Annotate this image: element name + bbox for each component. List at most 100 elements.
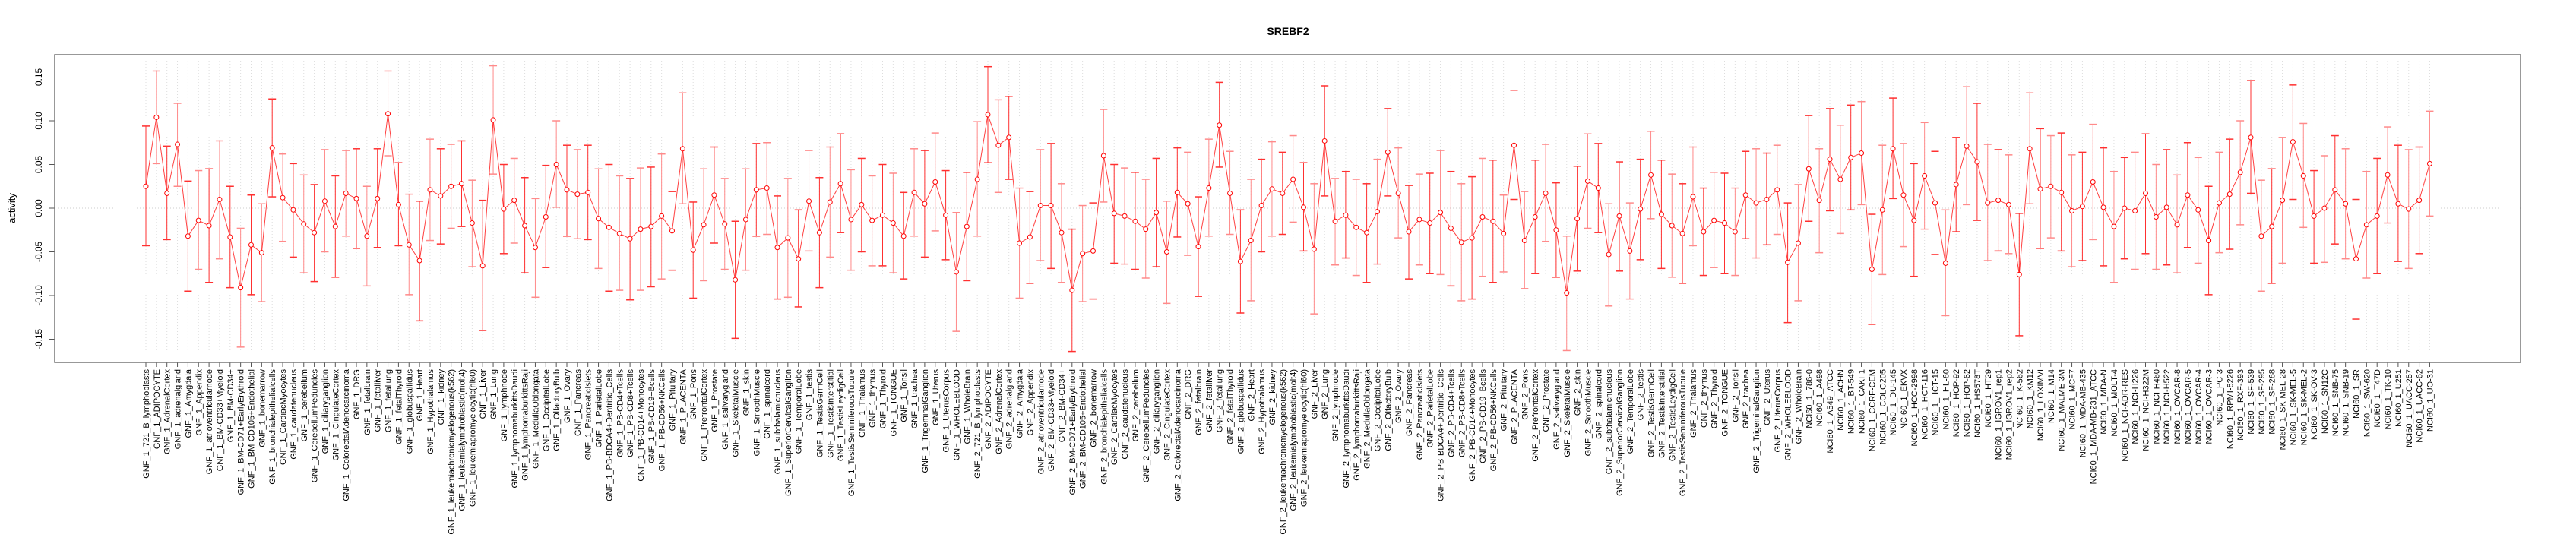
x-tick-label: NCI60_1_COLO205 xyxy=(1878,369,1888,444)
x-tick-label: NCI60_1_SF-268 xyxy=(2268,369,2277,435)
data-point xyxy=(301,221,307,227)
grid-lines xyxy=(55,55,2521,362)
x-tick-label: GNF_1_Prostate xyxy=(710,369,720,432)
x-tick-label: GNF_2_SkeletalMuscle xyxy=(1563,369,1572,457)
x-tick-label: NCI60_1_SNB-19 xyxy=(2342,369,2351,436)
x-tick-label: GNF_2_PB-CD56+NKCells xyxy=(1489,369,1498,472)
x-tick-label: GNF_1_trachea xyxy=(910,368,919,428)
data-point xyxy=(616,230,622,236)
x-tick-label: NCI60_1_KM12 xyxy=(2026,369,2035,428)
data-point xyxy=(353,195,359,201)
x-tick-label: GNF_1_leukemiachronicmyelogenous(k562) xyxy=(448,369,457,535)
data-point xyxy=(785,235,791,241)
data-point xyxy=(238,285,244,291)
x-tick-label: NCI60_1_HL-60 xyxy=(1941,369,1951,430)
data-point xyxy=(1248,238,1254,244)
data-point xyxy=(1353,224,1359,230)
x-tick-label: GNF_2_BM-CD33+Myeloid xyxy=(1047,369,1056,471)
x-tick-label: GNF_2_lymphomaburkittsRaji xyxy=(1353,369,1362,481)
x-tick-label: GNF_2_Pituitary xyxy=(1500,369,1509,432)
x-tick-label: NCI60_1_A549_ATCC xyxy=(1826,369,1835,454)
data-point xyxy=(1469,235,1475,241)
data-point xyxy=(1037,203,1043,209)
data-point xyxy=(1490,218,1496,224)
data-point xyxy=(1185,201,1191,207)
x-tick-label: GNF_2_TemporalLobe xyxy=(1626,369,1635,454)
data-point xyxy=(1100,153,1106,159)
x-tick-label: GNF_2_AdrenalCortex xyxy=(995,369,1004,454)
x-tick-label: NCI60_1_SK-OV-3 xyxy=(2310,369,2319,440)
data-point xyxy=(932,179,938,185)
data-point xyxy=(1816,198,1822,204)
x-tick-label: NCI60_1_MALME-3M xyxy=(2058,369,2067,451)
data-point xyxy=(2353,256,2359,262)
data-point xyxy=(606,224,612,230)
x-tick-label: GNF_1_TrigeminalGanglion xyxy=(921,369,930,473)
data-point xyxy=(1269,186,1275,192)
x-tick-label: NCI60_1_IGROV1_rep2 xyxy=(2005,369,2014,460)
data-point xyxy=(711,192,717,198)
x-tick-label: NCI60_1_A498 xyxy=(1815,369,1824,426)
data-point xyxy=(532,245,538,251)
x-tick-label: GNF_1_UterusCorpus xyxy=(942,369,951,453)
x-tick-label: GNF_1_Amygdala xyxy=(184,368,193,438)
x-tick-label: NCI60_1_SK-MEL-5 xyxy=(2289,369,2298,445)
x-tick-label: GNF_1_PB-BDCA4+Dentritic_Cells xyxy=(605,369,614,501)
data-point xyxy=(2395,201,2401,207)
x-tick-label: NCI60_1_UACC-257 xyxy=(2405,369,2414,447)
x-tick-label: GNF_1_Appendix xyxy=(195,369,204,436)
data-point xyxy=(638,226,644,232)
x-tick-label: GNF_2_TestisGermCell xyxy=(1647,369,1657,457)
error-bars xyxy=(142,65,2434,353)
x-tick-label: GNF_1_AdrenalCortex xyxy=(163,369,172,454)
x-tick-label: GNF_2_Thalamus xyxy=(1689,369,1698,438)
data-point xyxy=(1438,210,1444,216)
data-point xyxy=(1553,227,1559,233)
data-point xyxy=(2100,204,2106,210)
data-point xyxy=(2416,198,2423,204)
data-point xyxy=(1584,178,1590,184)
x-tick-label: GNF_1_MedullaOblongata xyxy=(531,368,540,469)
x-tick-label: GNF_2_Amygdala xyxy=(1016,368,1025,438)
x-tick-label: GNF_2_Hypothalamus xyxy=(1258,369,1267,454)
data-point xyxy=(2048,183,2054,189)
x-tick-label: NCI60_1_SK-MEL-28 xyxy=(2279,369,2288,450)
x-tick-label: GNF_2_fetallung xyxy=(1216,369,1225,432)
x-tick-label: GNF_2_adrenalgland xyxy=(1005,369,1014,449)
x-tick-label: GNF_1_atrioventricularnode xyxy=(205,369,214,474)
data-point xyxy=(985,112,991,118)
data-point xyxy=(1785,259,1791,265)
x-tick-label: GNF_1_ciliaryganglion xyxy=(321,369,330,454)
data-point xyxy=(448,183,454,189)
data-point xyxy=(1154,210,1160,216)
x-tick-label: GNF_1_kidney xyxy=(437,369,446,425)
plot-frame xyxy=(54,54,2521,363)
x-tick-label: GNF_1_CerebellumPeduncles xyxy=(311,369,320,483)
data-point xyxy=(2385,172,2391,178)
data-point xyxy=(1132,218,1138,224)
x-tick-label: NCI60_1_M14 xyxy=(2047,369,2056,423)
x-tick-label: NCI60_1_SK-MEL-2 xyxy=(2299,369,2309,445)
data-point xyxy=(753,187,759,193)
x-tick-label: GNF_2_ParietalLobe xyxy=(1426,369,1435,447)
data-point xyxy=(1543,190,1549,196)
x-tick-label: NCI60_1_IGROV1_rep1 xyxy=(1995,369,2004,460)
x-tick-label: NCI60_1_SN12C xyxy=(2321,369,2330,434)
data-point xyxy=(1448,225,1454,231)
x-tick-label: NCI60_1_PC-3 xyxy=(2215,369,2224,426)
x-tick-label: GNF_2_SuperiorCervicalGanglion xyxy=(1616,369,1625,496)
data-point xyxy=(669,228,675,234)
data-point xyxy=(922,201,928,207)
x-tick-label: GNF_1_Pons xyxy=(689,369,698,420)
x-tick-label: GNF_1_fetallung xyxy=(385,369,394,432)
x-tick-label: GNF_1_Tonsil xyxy=(900,369,909,422)
x-tick-label: NCI60_1_SF-295 xyxy=(2258,369,2267,435)
x-tick-label: GNF_2_Ovary xyxy=(1394,369,1404,423)
data-point xyxy=(1511,142,1517,148)
data-point xyxy=(290,207,296,213)
x-tick-label: GNF_1_721_B_lymphoblasts xyxy=(142,369,151,479)
x-tick-label: GNF_1_fetalbrain xyxy=(363,369,372,435)
x-tick-label: GNF_2_ciliaryganglion xyxy=(1153,369,1162,454)
x-tick-label: NCI60_1_NCI-H322M xyxy=(2142,369,2151,451)
x-tick-label: GNF_2_Appendix xyxy=(1026,369,1035,436)
